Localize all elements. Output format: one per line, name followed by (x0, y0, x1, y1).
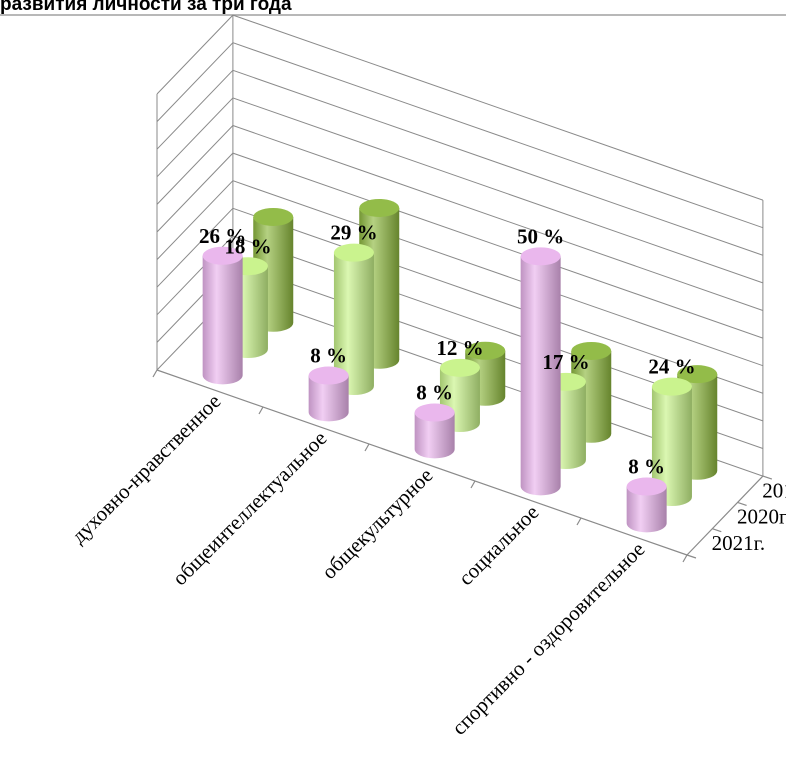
chart-title: развития личности за три года (0, 0, 292, 15)
data-label: 8 % (416, 381, 453, 405)
series-label: 2019г. (762, 478, 786, 502)
depth-axis-tick (712, 528, 722, 533)
x-axis-tick (682, 554, 688, 563)
gridline (156, 69, 764, 256)
bar-body (414, 412, 455, 459)
data-label: 12 % (436, 336, 483, 360)
bar-body (651, 386, 692, 507)
bar-top (333, 243, 374, 262)
x-axis-tick (258, 406, 264, 415)
data-label: 17 % (542, 350, 589, 374)
bar-body (626, 486, 667, 533)
bar-top (626, 477, 667, 496)
bar-top (465, 341, 506, 360)
bar-cylinder (202, 246, 243, 385)
grid-walls (156, 14, 764, 477)
gridline (156, 14, 764, 201)
gridline (156, 42, 764, 229)
data-label: 26 % (199, 224, 246, 248)
bar-cylinder (333, 243, 374, 396)
series-label: 2020г. (737, 505, 786, 529)
depth-axis-tick (737, 501, 747, 506)
bar-top (571, 341, 612, 360)
series-label: 2021г. (712, 531, 766, 555)
bar-cylinder (414, 403, 455, 459)
x-axis-tick (470, 480, 476, 489)
bar-top (253, 207, 294, 226)
bar-body (308, 375, 349, 422)
data-label: 18 % (224, 234, 271, 258)
bar-top (520, 247, 561, 266)
bar-top (359, 198, 400, 217)
bar-top (202, 246, 243, 265)
data-label: 29 % (330, 221, 377, 245)
depth-axis-tick (686, 554, 697, 559)
bar-top (439, 358, 480, 377)
bar-top (414, 403, 455, 422)
bar-top (651, 377, 692, 396)
data-label: 8 % (628, 455, 665, 479)
bar-body (333, 252, 374, 396)
bars-layer (202, 198, 718, 533)
x-axis-tick (152, 369, 158, 378)
bar-cylinder (651, 377, 692, 507)
data-label: 50 % (517, 224, 564, 248)
depth-axis-line (686, 475, 764, 556)
bar-top (308, 366, 349, 385)
bar-cylinder (308, 366, 349, 422)
category-label: общекультурное (317, 463, 438, 584)
data-label: 8 % (310, 344, 347, 368)
data-labels-layer: 18 % 29 % 12 % 17 % 24 % 26 % 8 % 8 % 50 % 8 % (199, 221, 696, 479)
category-label: общеинтеллектуальное (168, 426, 332, 590)
depth-axis-tick (762, 475, 773, 480)
data-label: 24 % (648, 355, 695, 379)
x-axis-tick (576, 517, 582, 526)
bar-cylinder (626, 477, 667, 533)
bar-body (202, 255, 243, 385)
category-label: социальное (454, 500, 544, 590)
x-axis-line (156, 369, 688, 556)
x-axis-tick (364, 443, 370, 452)
bar-cylinder (520, 247, 561, 496)
bar-body (520, 256, 561, 496)
bar-top (677, 365, 718, 384)
category-label: духовно-нравственное (66, 389, 225, 548)
